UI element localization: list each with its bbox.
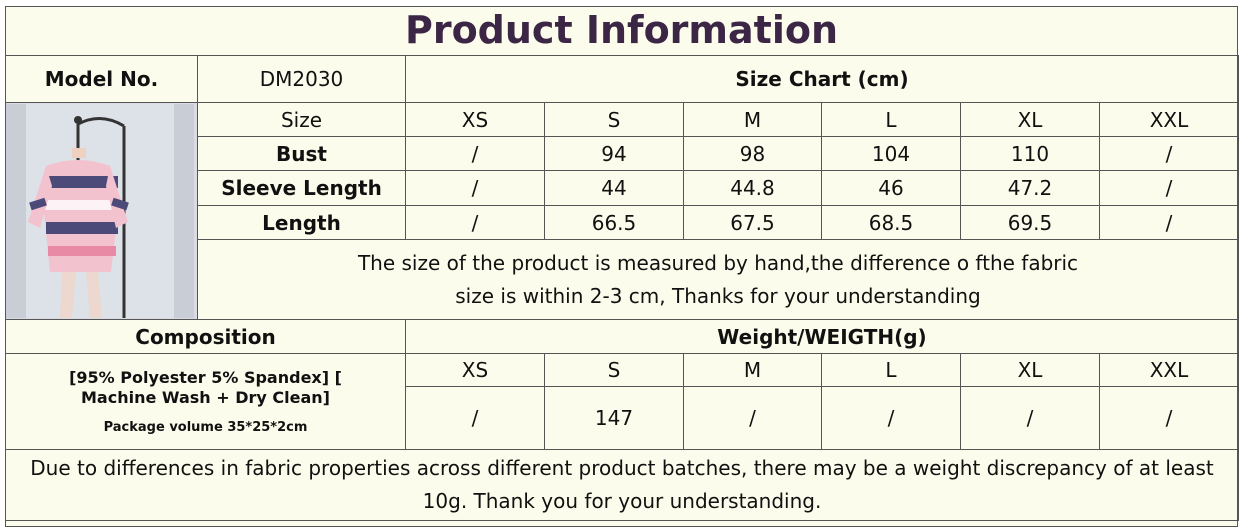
table-cell: / (405, 170, 545, 206)
composition-text: [95% Polyester 5% Spandex] [ Machine Was… (69, 368, 342, 407)
weight-value: / (405, 386, 545, 450)
page-title: Product Information (404, 8, 839, 52)
weight-size-m: M (683, 353, 822, 387)
weight-size-xxl: XXL (1098, 353, 1240, 387)
table-cell: / (1098, 136, 1240, 171)
weight-value: / (960, 386, 1100, 450)
weight-value: 147 (544, 386, 684, 450)
weight-heading: Weight/WEIGTH(g) (404, 319, 1240, 354)
row-label-bust: Bust (197, 136, 406, 171)
size-chart-heading: Size Chart (cm) (404, 55, 1240, 103)
product-photo (5, 102, 198, 320)
size-header-xl: XL (960, 102, 1100, 137)
table-cell: 68.5 (821, 205, 961, 240)
weight-size-l: L (821, 353, 961, 387)
size-note: The size of the product is measured by h… (196, 239, 1240, 320)
weight-size-xs: XS (405, 353, 545, 387)
row-label-sleeve-length: Sleeve Length (197, 170, 406, 206)
product-image (6, 104, 194, 318)
table-row: Bust / 94 98 104 110 / (6, 136, 1240, 171)
product-info-sheet: Product Information Model No. DM2030 Siz… (4, 6, 1240, 527)
size-header-xs: XS (405, 102, 545, 137)
table-cell: 44 (544, 170, 684, 206)
size-header-l: L (821, 102, 961, 137)
table-row: / 147 / / / / (6, 386, 1240, 450)
table-cell: 94 (544, 136, 684, 171)
size-note-line1: The size of the product is measured by h… (357, 250, 1079, 275)
size-header-xxl: XXL (1098, 102, 1240, 137)
table-cell: 44.8 (683, 170, 822, 206)
composition-heading: Composition (5, 319, 406, 354)
size-header-s: S (544, 102, 684, 137)
table-cell: 47.2 (960, 170, 1100, 206)
table-cell: 46 (821, 170, 961, 206)
weight-value: / (683, 386, 822, 450)
model-label: Model No. (5, 55, 198, 103)
product-table: Model No. DM2030 Size Chart (cm) (4, 55, 1240, 521)
weight-value: / (1098, 386, 1240, 450)
table-cell: / (405, 205, 545, 240)
table-cell: / (405, 136, 545, 171)
table-row: Sleeve Length / 44 44.8 46 47.2 / (6, 170, 1240, 206)
table-cell: 67.5 (683, 205, 822, 240)
weight-value: / (821, 386, 961, 450)
table-cell: / (1098, 205, 1240, 240)
composition-cell: [95% Polyester 5% Spandex] [ Machine Was… (5, 353, 406, 450)
table-cell: 104 (821, 136, 961, 171)
table-cell: 66.5 (544, 205, 684, 240)
row-label-length: Length (197, 205, 406, 240)
weight-size-xl: XL (960, 353, 1100, 387)
weight-size-s: S (544, 353, 684, 387)
table-cell: 98 (683, 136, 822, 171)
package-volume: Package volume 35*25*2cm (103, 420, 308, 435)
weight-disclaimer: Due to differences in fabric properties … (4, 449, 1240, 521)
weight-disclaimer-line1: Due to differences in fabric properties … (30, 456, 1214, 480)
weight-disclaimer-line2: 10g. Thank you for your understanding. (422, 489, 822, 513)
size-note-line2: size is within 2-3 cm, Thanks for your u… (455, 283, 981, 308)
table-cell: 110 (960, 136, 1100, 171)
model-value: DM2030 (197, 55, 406, 103)
table-cell: 69.5 (960, 205, 1100, 240)
table-cell: / (1098, 170, 1240, 206)
table-row: Length / 66.5 67.5 68.5 69.5 / (6, 205, 1240, 240)
size-header-label: Size (197, 102, 406, 137)
size-header-m: M (683, 102, 822, 137)
